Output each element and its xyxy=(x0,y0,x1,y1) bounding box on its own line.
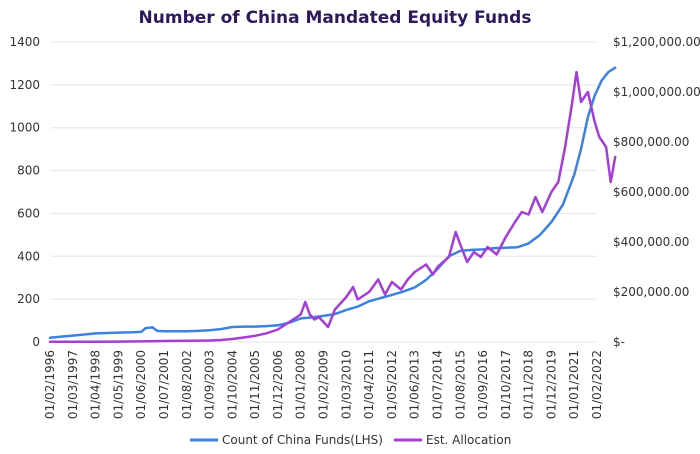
x-tick-label: 01/02/2009 xyxy=(317,350,331,419)
chart-title: Number of China Mandated Equity Funds xyxy=(139,8,532,28)
x-axis: 01/02/1996 01/03/1997 01/04/1998 01/05/1999… xyxy=(43,350,604,419)
x-tick-label: 01/12/2006 xyxy=(271,350,285,419)
left-axis: 0 200 400 600 800 1000 1200 1400 xyxy=(9,35,40,349)
left-tick-label: 600 xyxy=(17,206,40,220)
left-tick-label: 1000 xyxy=(9,121,40,135)
x-tick-label: 01/03/1997 xyxy=(66,350,80,419)
left-tick-label: 0 xyxy=(32,335,40,349)
right-tick-label: $1,200,000.00 xyxy=(613,35,700,49)
right-tick-label: $200,000.00 xyxy=(613,285,689,299)
left-tick-label: 1200 xyxy=(9,78,40,92)
legend-label-fund-count: Count of China Funds(LHS) xyxy=(222,433,383,447)
left-tick-label: 200 xyxy=(17,292,40,306)
x-tick-label: 01/08/2015 xyxy=(453,350,467,419)
x-tick-label: 01/07/2001 xyxy=(157,350,171,419)
x-tick-label: 01/07/2014 xyxy=(430,350,444,419)
left-tick-label: 400 xyxy=(17,249,40,263)
x-tick-label: 01/04/2011 xyxy=(362,350,376,419)
x-tick-label: 01/01/2021 xyxy=(567,350,581,419)
legend-label-allocation: Est. Allocation xyxy=(426,433,511,447)
series-line-allocation xyxy=(48,70,617,344)
x-tick-label: 01/09/2003 xyxy=(203,350,217,419)
x-tick-label: 01/08/2002 xyxy=(180,350,194,419)
left-tick-label: 1400 xyxy=(9,35,40,49)
right-tick-label: $600,000.00 xyxy=(613,185,689,199)
x-tick-label: 01/04/1998 xyxy=(89,350,103,419)
x-tick-label: 01/05/2012 xyxy=(385,350,399,419)
x-tick-label: 01/11/2018 xyxy=(522,350,536,419)
right-axis: $- $200,000.00 $400,000.00 $600,000.00 $800,… xyxy=(613,35,700,349)
series-group xyxy=(48,66,617,344)
x-tick-label: 01/03/2010 xyxy=(339,350,353,419)
x-tick-label: 01/01/2008 xyxy=(294,350,308,419)
series-line-fund-count xyxy=(48,66,617,339)
gridlines xyxy=(50,41,597,343)
right-tick-label: $- xyxy=(613,335,625,349)
x-tick-label: 01/06/2013 xyxy=(408,350,422,419)
x-tick-label: 01/06/2000 xyxy=(134,350,148,419)
right-tick-label: $800,000.00 xyxy=(613,135,689,149)
x-tick-label: 01/10/2004 xyxy=(225,350,239,419)
x-tick-label: 01/02/2022 xyxy=(590,350,604,419)
legend: Count of China Funds(LHS) Est. Allocation xyxy=(190,433,511,447)
right-tick-label: $1,000,000.00 xyxy=(613,85,700,99)
x-tick-label: 01/09/2016 xyxy=(476,350,490,419)
right-tick-label: $400,000.00 xyxy=(613,235,689,249)
x-tick-label: 01/02/1996 xyxy=(43,350,57,419)
x-tick-label: 01/05/1999 xyxy=(111,350,125,419)
x-tick-label: 01/10/2017 xyxy=(499,350,513,419)
x-tick-label: 01/11/2005 xyxy=(248,350,262,419)
left-tick-label: 800 xyxy=(17,164,40,178)
x-tick-label: 01/12/2019 xyxy=(544,350,558,419)
